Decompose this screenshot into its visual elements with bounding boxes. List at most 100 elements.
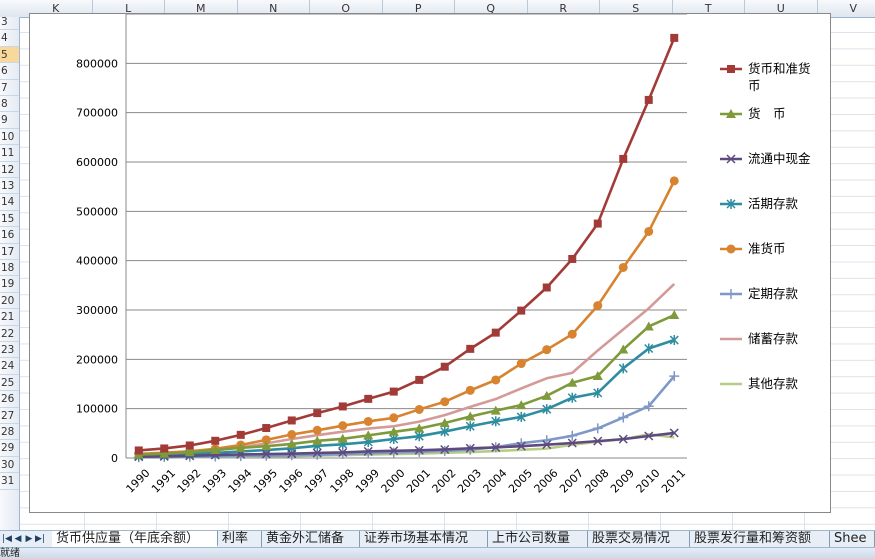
sheet-tab-8[interactable]: Shee: [830, 531, 875, 547]
first-sheet-button[interactable]: |◀: [2, 532, 12, 546]
sheet-tab-6[interactable]: 股票交易情况: [588, 531, 690, 547]
x-tick-label: 2001: [404, 467, 433, 496]
x-tick-label: 2008: [583, 467, 612, 496]
data-point-s1-1991: [160, 444, 168, 452]
row-header-19[interactable]: 19: [0, 276, 19, 292]
row-header-17[interactable]: 17: [0, 244, 19, 260]
sheet-tab-3[interactable]: 黄金外汇储备: [262, 531, 360, 547]
data-point-s1-1992: [186, 441, 194, 449]
row-header-29[interactable]: 29: [0, 440, 19, 456]
row-header-26[interactable]: 26: [0, 391, 19, 407]
row-header-15[interactable]: 15: [0, 211, 19, 227]
x-tick-label: 2004: [481, 467, 510, 496]
last-sheet-button[interactable]: ▶|: [35, 532, 45, 546]
sheet-tab-2[interactable]: 利率: [218, 531, 262, 547]
data-point-s5-1997: [313, 426, 322, 435]
data-point-s1-1990: [135, 446, 143, 454]
data-point-s1-1993: [211, 437, 219, 445]
data-point-s1-1995: [262, 424, 270, 432]
prev-sheet-button[interactable]: ◀: [13, 532, 23, 546]
row-header-7[interactable]: 7: [0, 80, 19, 96]
x-tick-label: 1997: [302, 467, 331, 496]
data-point-s5-2009: [619, 263, 628, 272]
x-tick-label: 2000: [379, 467, 408, 496]
row-header-21[interactable]: 21: [0, 309, 19, 325]
row-header-9[interactable]: 9: [0, 112, 19, 128]
sheet-tab-1[interactable]: 货币供应量（年底余额）: [52, 531, 218, 547]
row-header-20[interactable]: 20: [0, 293, 19, 309]
x-tick-label: 2009: [608, 467, 637, 496]
x-tick-label: 1999: [353, 467, 382, 496]
legend-marker-6: [726, 289, 736, 299]
y-tick-label: 200000: [76, 353, 118, 366]
legend-label-4: 活期存款: [748, 196, 799, 211]
x-tick-label: 2006: [532, 467, 561, 496]
row-header-16[interactable]: 16: [0, 227, 19, 243]
row-header-30[interactable]: 30: [0, 457, 19, 473]
row-header-31[interactable]: 31: [0, 473, 19, 489]
row-header-22[interactable]: 22: [0, 326, 19, 342]
data-point-s5-1996: [287, 430, 296, 439]
legend-marker-1: [727, 65, 735, 73]
data-point-s5-2001: [415, 405, 424, 414]
y-tick-label: 600000: [76, 156, 118, 169]
sheet-tab-7[interactable]: 股票发行量和筹资额: [690, 531, 830, 547]
row-header-10[interactable]: 10: [0, 129, 19, 145]
data-point-s1-1996: [288, 416, 296, 424]
data-point-s1-1998: [339, 402, 347, 410]
row-header-11[interactable]: 11: [0, 145, 19, 161]
data-point-s1-2006: [543, 284, 551, 292]
data-point-s1-1994: [237, 431, 245, 439]
x-tick-label: 1995: [251, 467, 280, 496]
x-tick-label: 2007: [557, 467, 586, 496]
row-header-14[interactable]: 14: [0, 194, 19, 210]
data-point-s5-2007: [568, 330, 577, 339]
row-header-5[interactable]: 5: [0, 47, 19, 63]
row-header-24[interactable]: 24: [0, 358, 19, 374]
data-point-s2-2011: [669, 310, 679, 319]
data-point-s6-2009: [618, 413, 628, 423]
data-point-s1-2001: [415, 376, 423, 384]
data-point-s1-1999: [364, 395, 372, 403]
line-chart[interactable]: 0100000200000300000400000500000600000700…: [30, 14, 830, 512]
data-point-s1-2003: [466, 345, 474, 353]
sheet-tab-4[interactable]: 证券市场基本情况: [360, 531, 488, 547]
y-tick-label: 500000: [76, 205, 118, 218]
row-header-23[interactable]: 23: [0, 342, 19, 358]
series-line-1: [139, 38, 675, 451]
row-header-4[interactable]: 4: [0, 30, 19, 46]
row-header-13[interactable]: 13: [0, 178, 19, 194]
x-tick-label: 1990: [124, 467, 153, 496]
x-tick-label: 1993: [200, 467, 229, 496]
data-point-s5-2002: [440, 397, 449, 406]
legend-label-3: 流通中现金: [748, 151, 811, 166]
x-tick-label: 2011: [659, 467, 688, 496]
x-tick-label: 2002: [430, 467, 459, 496]
legend-label-7: 储蓄存款: [748, 331, 799, 346]
data-point-s1-2007: [568, 255, 576, 263]
row-header-3[interactable]: 3: [0, 17, 19, 30]
data-point-s1-2004: [492, 329, 500, 337]
next-sheet-button[interactable]: ▶: [24, 532, 34, 546]
sheet-tab-5[interactable]: 上市公司数量: [488, 531, 588, 547]
legend-label-8: 其他存款: [748, 376, 799, 391]
data-point-s5-2011: [670, 176, 679, 185]
row-header-25[interactable]: 25: [0, 375, 19, 391]
x-tick-label: 2005: [506, 467, 535, 496]
row-header-8[interactable]: 8: [0, 96, 19, 112]
y-tick-label: 700000: [76, 107, 118, 120]
data-point-s1-2009: [619, 155, 627, 163]
row-header-6[interactable]: 6: [0, 63, 19, 79]
data-point-s1-2008: [594, 220, 602, 228]
row-header-27[interactable]: 27: [0, 408, 19, 424]
legend-label-2: 货 币: [748, 106, 786, 121]
row-header-12[interactable]: 12: [0, 162, 19, 178]
data-point-s1-2002: [441, 363, 449, 371]
row-header-18[interactable]: 18: [0, 260, 19, 276]
data-point-s4-2009: [619, 363, 627, 373]
row-header-28[interactable]: 28: [0, 424, 19, 440]
data-point-s6-2000: [389, 448, 399, 458]
y-tick-label: 400000: [76, 255, 118, 268]
